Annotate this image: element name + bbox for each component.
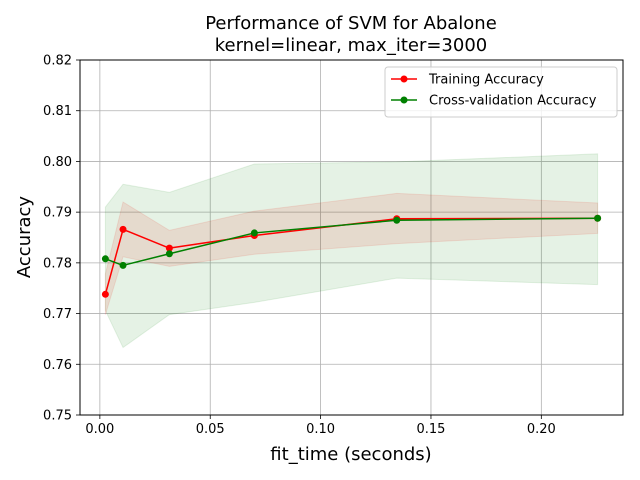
training-accuracy-point	[165, 244, 173, 252]
x-tick-label: 0.00	[85, 422, 114, 437]
legend-label-cross-validation: Cross-validation Accuracy	[429, 94, 597, 109]
training-accuracy-band	[104, 192, 599, 315]
chart-subtitle: kernel=linear, max_iter=3000	[215, 35, 488, 56]
y-axis-label: Accuracy	[14, 196, 35, 279]
legend-marker-cross-validation	[400, 96, 408, 104]
series-points	[101, 214, 602, 298]
training-accuracy-line	[104, 217, 598, 295]
x-axis-label: fit_time (seconds)	[270, 444, 431, 465]
plot-frame	[79, 59, 624, 416]
cross-validation-accuracy-point	[594, 214, 602, 222]
x-tick-label: 0.15	[416, 422, 445, 437]
legend-marker-training	[400, 75, 408, 83]
cross-validation-accuracy-point	[101, 255, 109, 263]
x-tick-label: 0.05	[196, 422, 225, 437]
cross-validation-accuracy-point	[165, 250, 173, 258]
legend: Training Accuracy Cross-validation Accur…	[384, 66, 618, 118]
x-tick-label: 0.10	[306, 422, 335, 437]
chart-title: Performance of SVM for Abalone	[205, 13, 497, 34]
cross-validation-accuracy-band	[104, 153, 599, 349]
cross-validation-accuracy-point	[250, 229, 258, 237]
y-tick-label: 0.79	[43, 206, 72, 221]
training-accuracy-point	[101, 290, 109, 298]
y-tick-label: 0.78	[43, 256, 72, 271]
y-tick-label: 0.81	[43, 104, 72, 119]
legend-label-training: Training Accuracy	[428, 73, 544, 88]
cross-validation-accuracy-point	[119, 261, 127, 269]
x-tick-label: 0.20	[527, 422, 556, 437]
legend-box	[384, 66, 618, 118]
y-tick-label: 0.80	[43, 155, 72, 170]
axis-ticks: 0.00 0.05 0.10 0.15 0.20 0.75 0.76 0.77 0.78 0.79…	[43, 54, 556, 438]
cross-validation-accuracy-point	[393, 216, 401, 224]
confidence-bands	[104, 153, 599, 349]
y-tick-label: 0.76	[43, 358, 72, 373]
training-accuracy-point	[119, 225, 127, 233]
y-tick-label: 0.82	[43, 54, 72, 69]
y-tick-label: 0.75	[43, 409, 72, 424]
y-tick-label: 0.77	[43, 307, 72, 322]
grid	[80, 59, 623, 416]
